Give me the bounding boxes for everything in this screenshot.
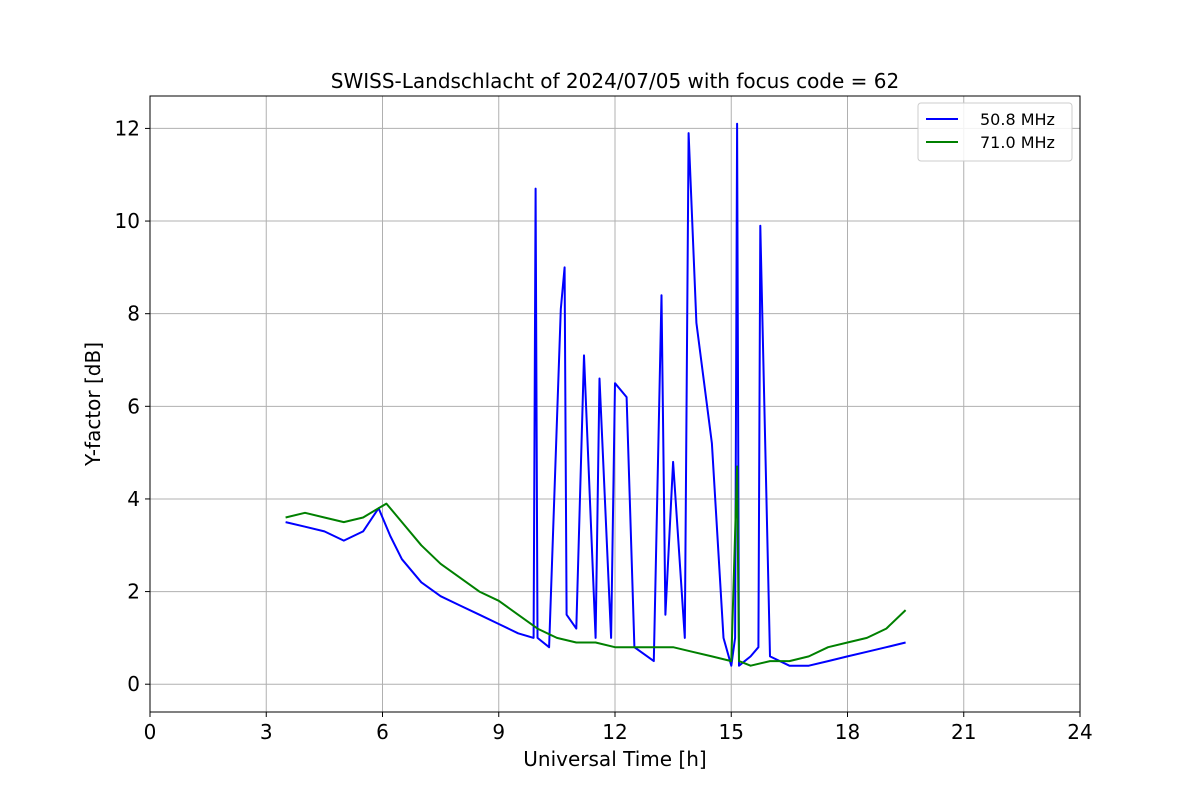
x-tick-label: 9 <box>492 720 505 744</box>
x-tick-label: 21 <box>951 720 976 744</box>
y-tick-label: 6 <box>127 394 140 418</box>
x-tick-label: 24 <box>1067 720 1092 744</box>
y-tick-label: 2 <box>127 580 140 604</box>
legend: 50.8 MHz 71.0 MHz <box>917 102 1073 162</box>
y-tick-label: 8 <box>127 302 140 326</box>
y-axis-label: Y-factor [dB] <box>81 342 105 467</box>
series-line-0 <box>285 122 906 667</box>
series-layer <box>285 122 907 667</box>
x-tick-label: 6 <box>376 720 389 744</box>
x-axis-label: Universal Time [h] <box>523 747 706 771</box>
y-tick-label: 10 <box>115 209 140 233</box>
y-tick-label: 0 <box>127 672 140 696</box>
x-tick-label: 0 <box>144 720 157 744</box>
chart-title: SWISS-Landschlacht of 2024/07/05 with fo… <box>331 69 899 93</box>
legend-label: 71.0 MHz <box>980 133 1055 152</box>
x-tick-label: 12 <box>602 720 627 744</box>
x-tick-label: 3 <box>260 720 273 744</box>
legend-box <box>917 102 1073 162</box>
legend-label: 50.8 MHz <box>980 110 1055 129</box>
x-tick-label: 15 <box>719 720 744 744</box>
y-tick-label: 12 <box>115 116 140 140</box>
x-tick-label: 18 <box>835 720 860 744</box>
series-line-1 <box>285 465 907 667</box>
y-tick-label: 4 <box>127 487 140 511</box>
